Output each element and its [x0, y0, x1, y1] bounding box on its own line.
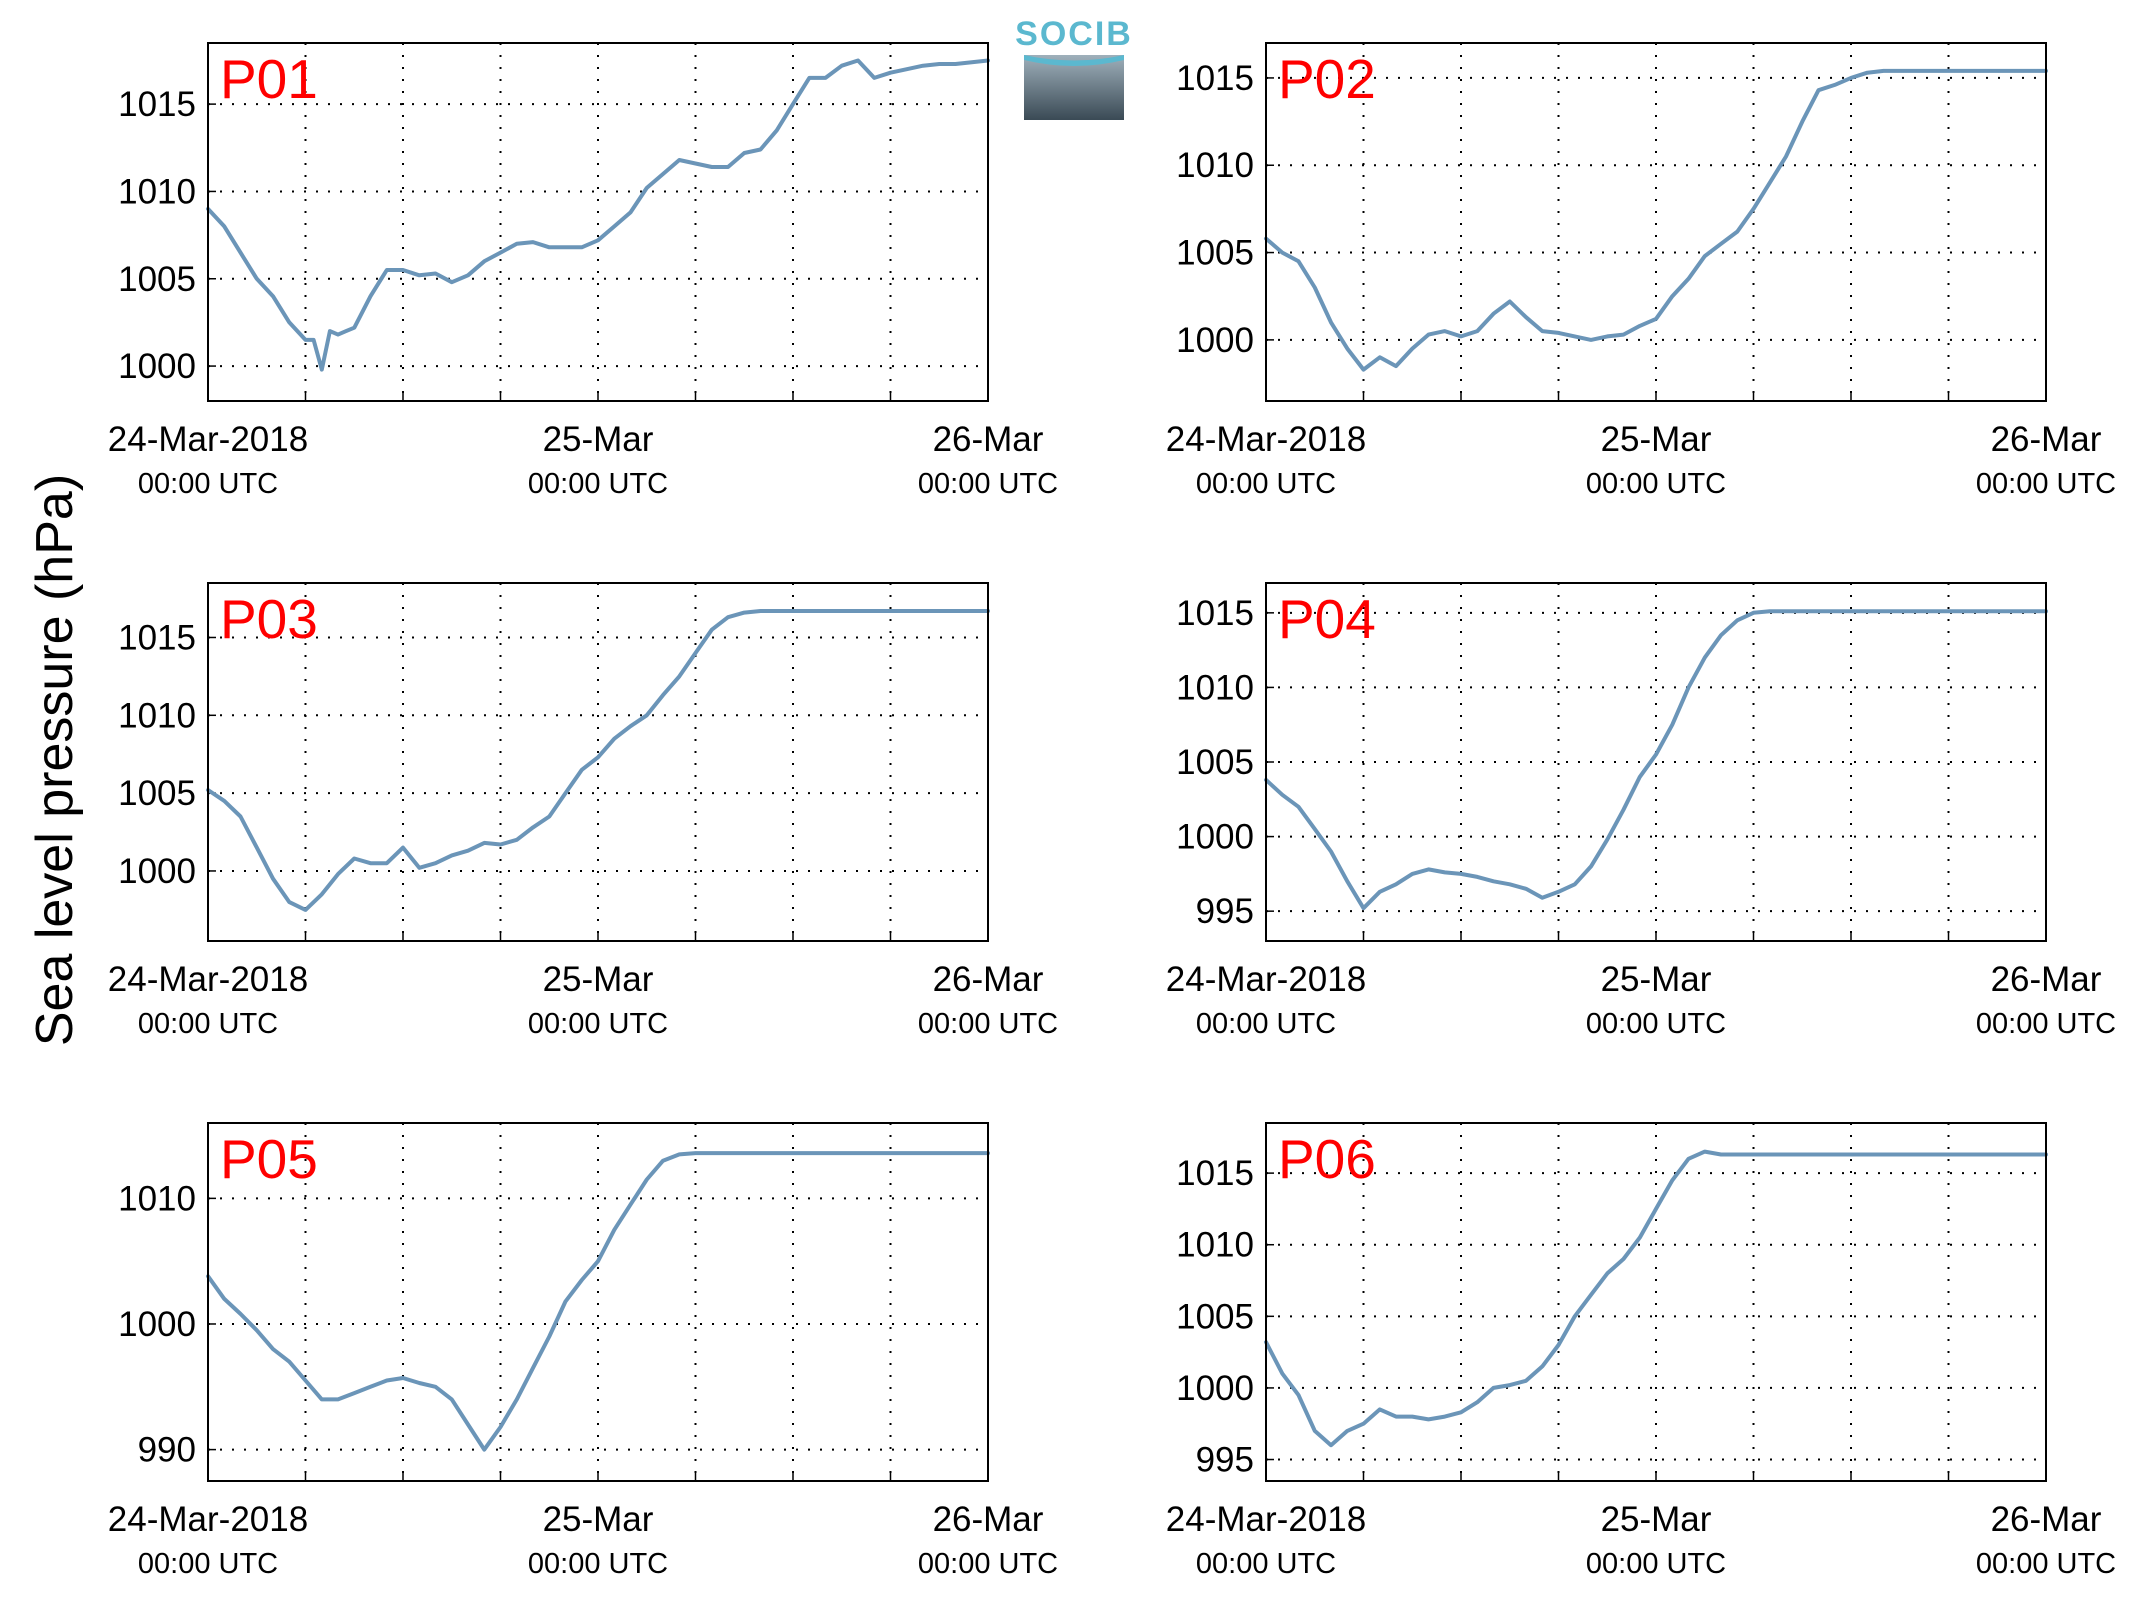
x-tick-label: 24-Mar-2018 — [1166, 960, 1366, 999]
y-tick-label: 1010 — [1176, 1226, 1254, 1265]
chart-panel-1: 1000 1005 1010 1015 P01 24-Mar-2018 00:00 UTC 2… — [108, 42, 1058, 500]
y-tick-label: 1005 — [1176, 234, 1254, 273]
x-tick-sublabel: 00:00 UTC — [138, 1548, 278, 1580]
x-tick-sublabel: 00:00 UTC — [528, 468, 668, 500]
panel-label: P06 — [1278, 1128, 1376, 1190]
pressure-line — [206, 1151, 990, 1452]
chart-panel-4: 995 1000 1005 1010 1015 P04 24-Mar-2018 00:00 U… — [1166, 582, 2116, 1040]
y-tick-label: 1010 — [118, 1179, 196, 1218]
pressure-line — [1264, 68, 2048, 372]
y-tick-label: 1000 — [1176, 321, 1254, 360]
y-tick-label: 1000 — [118, 1305, 196, 1344]
x-tick-label: 26-Mar — [933, 1500, 1044, 1539]
x-tick-sublabel: 00:00 UTC — [1196, 1548, 1336, 1580]
y-tick-label: 1010 — [1176, 146, 1254, 185]
y-tick-label: 1015 — [118, 618, 196, 657]
y-tick-label: 1010 — [118, 172, 196, 211]
y-tick-label: 1015 — [118, 85, 196, 124]
logo-text: SOCIB — [1015, 15, 1133, 53]
x-tick-label: 24-Mar-2018 — [108, 1500, 308, 1539]
x-tick-sublabel: 00:00 UTC — [1976, 1008, 2116, 1040]
x-tick-label: 24-Mar-2018 — [108, 960, 308, 999]
panel-label: P01 — [220, 48, 318, 110]
y-tick-label: 1000 — [118, 852, 196, 891]
x-tick-sublabel: 00:00 UTC — [1976, 1548, 2116, 1580]
x-tick-sublabel: 00:00 UTC — [918, 1548, 1058, 1580]
chart-panel-6: 995 1000 1005 1010 1015 P06 24-Mar-2018 00:00 U… — [1166, 1122, 2116, 1580]
x-tick-label: 25-Mar — [1601, 1500, 1712, 1539]
x-tick-label: 26-Mar — [933, 960, 1044, 999]
x-tick-label: 25-Mar — [1601, 960, 1712, 999]
y-tick-label: 1000 — [1176, 818, 1254, 857]
x-tick-sublabel: 00:00 UTC — [1586, 1008, 1726, 1040]
x-tick-label: 24-Mar-2018 — [108, 420, 308, 459]
y-tick-label: 1005 — [118, 260, 196, 299]
y-tick-label: 1000 — [1176, 1369, 1254, 1408]
plot-frame — [207, 1122, 989, 1482]
y-tick-label: 995 — [1196, 892, 1254, 931]
x-tick-label: 26-Mar — [1991, 420, 2102, 459]
plot-frame — [1265, 582, 2047, 942]
x-tick-label: 26-Mar — [1991, 960, 2102, 999]
x-tick-label: 25-Mar — [543, 960, 654, 999]
y-tick-label: 995 — [1196, 1441, 1254, 1480]
y-tick-label: 1010 — [1176, 668, 1254, 707]
panel-label: P04 — [1278, 588, 1376, 650]
x-tick-sublabel: 00:00 UTC — [138, 468, 278, 500]
x-tick-sublabel: 00:00 UTC — [918, 1008, 1058, 1040]
x-tick-label: 24-Mar-2018 — [1166, 420, 1366, 459]
x-tick-sublabel: 00:00 UTC — [138, 1008, 278, 1040]
x-tick-sublabel: 00:00 UTC — [1586, 468, 1726, 500]
y-tick-label: 1010 — [118, 696, 196, 735]
x-tick-label: 25-Mar — [1601, 420, 1712, 459]
y-tick-label: 1005 — [1176, 743, 1254, 782]
pressure-line — [1264, 609, 2048, 911]
panel-label: P03 — [220, 588, 318, 650]
y-axis-label: Sea level pressure (hPa) — [26, 474, 84, 1046]
y-tick-label: 1005 — [118, 774, 196, 813]
pressure-line — [1264, 1149, 2048, 1448]
x-tick-label: 26-Mar — [1991, 1500, 2102, 1539]
x-tick-label: 25-Mar — [543, 420, 654, 459]
chart-panel-5: 990 1000 1010 P05 24-Mar-2018 00:00 UTC 25-Mar… — [108, 1122, 1058, 1580]
y-tick-label: 990 — [138, 1431, 196, 1470]
chart-panel-2: 1000 1005 1010 1015 P02 24-Mar-2018 00:00 UTC 2… — [1166, 42, 2116, 500]
x-tick-sublabel: 00:00 UTC — [1196, 468, 1336, 500]
chart-panel-3: 1000 1005 1010 1015 P03 24-Mar-2018 00:00 UTC 2… — [108, 582, 1058, 1040]
pressure-line — [206, 609, 990, 912]
y-tick-label: 1015 — [1176, 59, 1254, 98]
plot-frame — [1265, 42, 2047, 402]
x-tick-label: 25-Mar — [543, 1500, 654, 1539]
pressure-line — [206, 58, 990, 372]
logo-wave — [1024, 55, 1124, 66]
socib-logo: SOCIB — [1015, 15, 1133, 120]
x-tick-sublabel: 00:00 UTC — [1196, 1008, 1336, 1040]
x-tick-sublabel: 00:00 UTC — [528, 1548, 668, 1580]
x-tick-sublabel: 00:00 UTC — [1586, 1548, 1726, 1580]
x-tick-label: 24-Mar-2018 — [1166, 1500, 1366, 1539]
plot-frame — [207, 42, 989, 402]
plot-frame — [1265, 1122, 2047, 1482]
panel-label: P02 — [1278, 48, 1376, 110]
x-tick-sublabel: 00:00 UTC — [528, 1008, 668, 1040]
panel-label: P05 — [220, 1128, 318, 1190]
x-tick-sublabel: 00:00 UTC — [918, 468, 1058, 500]
y-tick-label: 1015 — [1176, 594, 1254, 633]
x-tick-sublabel: 00:00 UTC — [1976, 468, 2116, 500]
y-tick-label: 1000 — [118, 347, 196, 386]
y-tick-label: 1005 — [1176, 1297, 1254, 1336]
y-tick-label: 1015 — [1176, 1154, 1254, 1193]
plot-frame — [207, 582, 989, 942]
x-tick-label: 26-Mar — [933, 420, 1044, 459]
